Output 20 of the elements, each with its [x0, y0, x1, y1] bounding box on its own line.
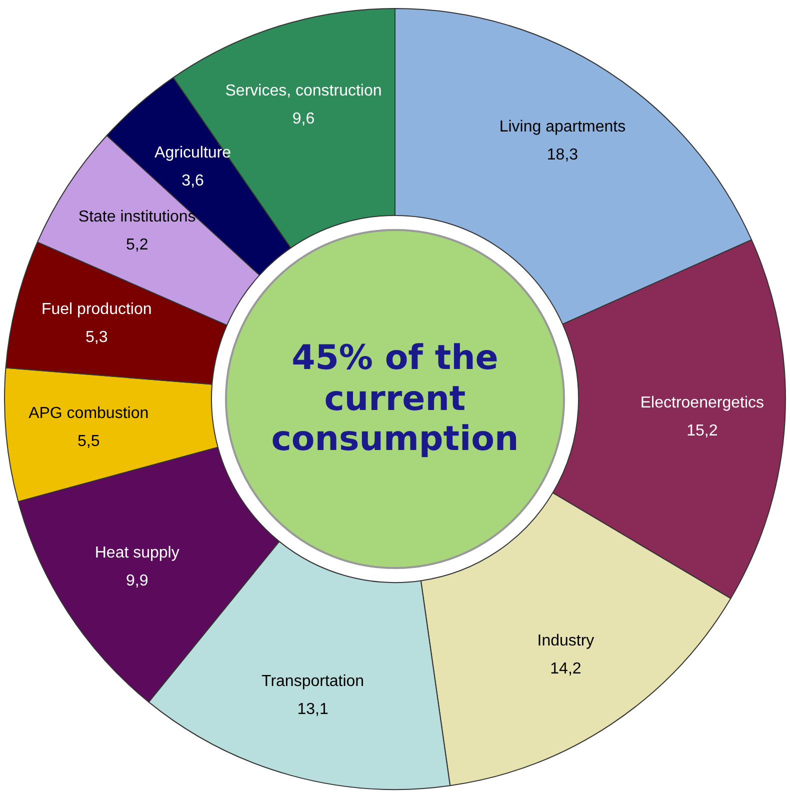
data-label: 5,5 — [77, 432, 100, 450]
slice-label: Agriculture — [154, 144, 232, 162]
slice-label: State institutions — [78, 208, 196, 226]
slice-label: Heat supply — [94, 544, 180, 562]
data-label: 3,6 — [182, 172, 204, 190]
data-label: 13,1 — [297, 700, 328, 718]
data-label: 9,6 — [292, 110, 315, 128]
data-label: 15,2 — [686, 422, 718, 440]
slice-label: APG combustion — [28, 404, 149, 422]
slice-label: Transportation — [262, 672, 364, 690]
slice-label: Services, construction — [225, 82, 382, 100]
slice-label: Electroenergetics — [640, 394, 764, 412]
data-label: 14,2 — [550, 660, 582, 678]
slice-label: Fuel production — [41, 301, 152, 318]
slice-label: Industry — [537, 632, 594, 650]
data-label: 9,9 — [126, 572, 148, 590]
data-label: 18,3 — [546, 146, 578, 164]
data-label: 5,2 — [126, 236, 148, 254]
data-label: 5,3 — [85, 329, 108, 346]
slice-label: Living apartments — [499, 118, 626, 136]
